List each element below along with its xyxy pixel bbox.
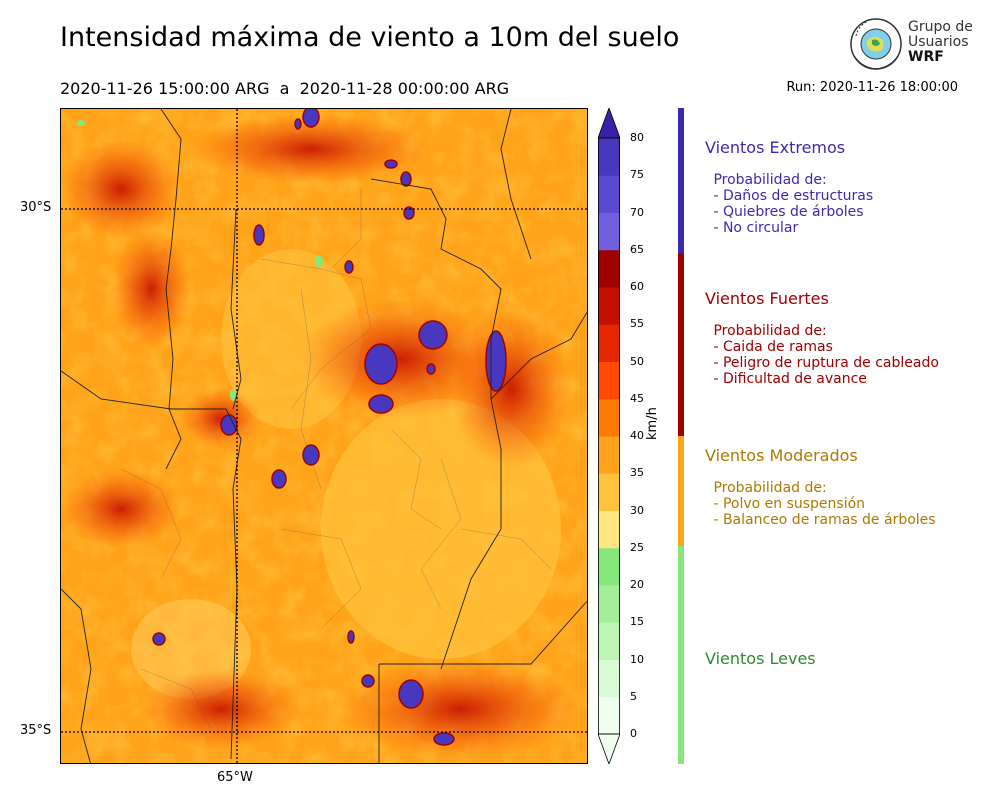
colorbar-bin	[598, 324, 620, 362]
colorbar-tick-label: 75	[630, 168, 644, 182]
colorbar-tick-label: 30	[630, 503, 644, 517]
colorbar-bin	[598, 510, 620, 549]
colorbar-tick-label: 60	[630, 280, 644, 293]
colorbar-tick-label: 10	[630, 652, 644, 666]
colorbar-tick-label: 55	[630, 317, 644, 331]
colorbar-frame	[598, 137, 620, 735]
colorbar-tick-label: 15	[630, 615, 644, 629]
category-strip	[678, 108, 684, 764]
colorbar-tick-label: 50	[630, 354, 644, 368]
colorbar-tick-label: 20	[630, 578, 644, 591]
colorbar-bin	[598, 175, 620, 213]
colorbar-tick-label: 80	[630, 131, 644, 144]
category-lines-extreme: Probabilidad de: - Daños de estructuras …	[713, 172, 874, 236]
colorbar-bin	[598, 696, 620, 735]
strip-light	[678, 546, 684, 764]
colorbar-bin	[598, 659, 620, 698]
colorbar-bin	[598, 287, 620, 325]
colorbar-bin	[598, 361, 620, 400]
forecast-period: 2020-11-26 15:00:00 ARG a 2020-11-28 00:…	[60, 79, 510, 98]
colorbar-bin	[598, 547, 620, 586]
category-title-moderate: Vientos Moderados	[705, 446, 858, 465]
lon-label-65w: 65°W	[217, 770, 253, 785]
colorbar-bin	[598, 622, 620, 660]
strip-strong	[678, 253, 684, 436]
colorbar-bin	[598, 212, 620, 251]
colorbar-bin	[598, 398, 620, 437]
colorbar-bin	[598, 585, 620, 623]
colorbar-tick-label: 0	[630, 727, 637, 740]
logo-line-3: WRF	[908, 49, 944, 65]
strip-extreme	[678, 108, 684, 253]
colorbar-bin	[598, 249, 620, 288]
globe-seal-icon	[850, 18, 902, 70]
colorbar-tick-label: 65	[630, 242, 644, 256]
wind-map	[60, 108, 588, 764]
chart-title: Intensidad máxima de viento a 10m del su…	[60, 22, 680, 53]
run-time: Run: 2020-11-26 18:00:00	[786, 80, 958, 95]
category-title-light: Vientos Leves	[705, 649, 816, 668]
colorbar-tick-label: 5	[630, 689, 637, 703]
colorbar	[598, 108, 620, 764]
colorbar-unit: km/h	[645, 407, 660, 440]
wind-field-raster	[61, 109, 587, 763]
colorbar-tick-label: 35	[630, 466, 644, 480]
strip-moderate	[678, 436, 684, 546]
wrf-group-logo: Grupo de Usuarios WRF	[848, 16, 978, 72]
colorbar-bin	[598, 473, 620, 511]
colorbar-bin	[598, 436, 620, 474]
category-lines-strong: Probabilidad de: - Caida de ramas - Peli…	[713, 323, 939, 387]
colorbar-extend-min	[598, 733, 620, 764]
colorbar-bin	[598, 138, 620, 176]
category-lines-moderate: Probabilidad de: - Polvo en suspensión -…	[713, 480, 936, 528]
colorbar-tick-label: 25	[630, 540, 644, 554]
logo-line-2: Usuarios	[908, 34, 969, 50]
lat-label-30s: 30°S	[20, 200, 52, 215]
colorbar-tick-label: 70	[630, 205, 644, 219]
colorbar-tick-label: 40	[630, 429, 644, 442]
lat-label-35s: 35°S	[20, 723, 52, 738]
colorbar-tick-label: 45	[630, 391, 644, 405]
category-title-strong: Vientos Fuertes	[705, 289, 829, 308]
logo-line-1: Grupo de	[908, 19, 973, 35]
category-title-extreme: Vientos Extremos	[705, 138, 846, 157]
colorbar-extend-max	[598, 108, 620, 139]
